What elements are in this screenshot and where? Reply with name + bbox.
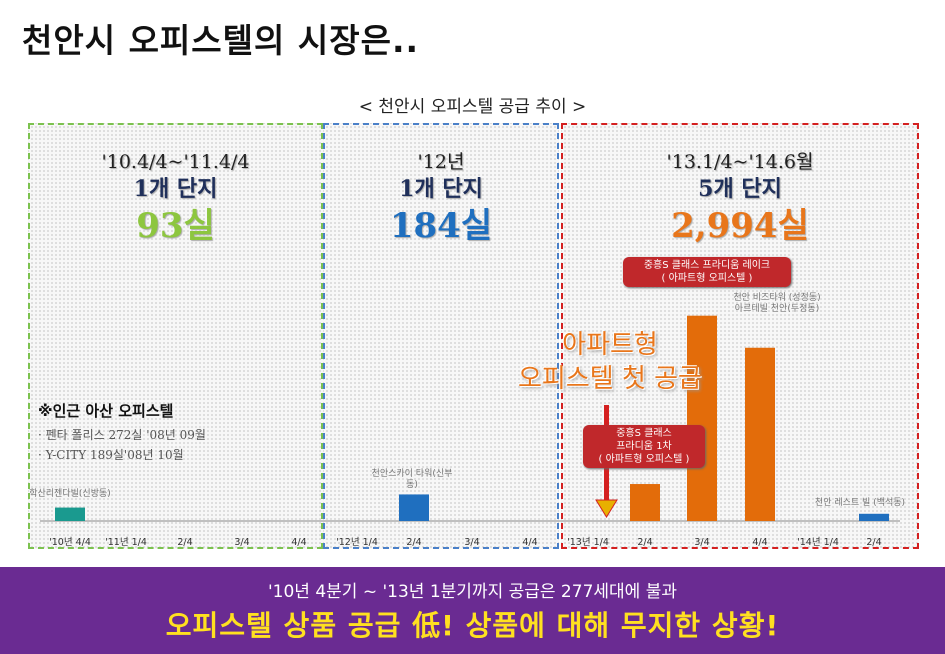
callout-line: 중흥S 클래스 [616,428,672,439]
x-tick-label: 4/4 [522,537,537,548]
panel-1-count: 1개 단지 [133,176,218,202]
x-tick-label: 2/4 [406,537,421,548]
panel-2-period: '12년 [417,151,465,173]
panel-2-summary: '12년 1개 단지 184실 [323,150,559,248]
x-tick-label: 3/4 [464,537,479,548]
asan-note-item: · 펜타 폴리스 272실 '08년 09월 [38,428,206,442]
panel-2-count: 1개 단지 [399,176,483,202]
bar-15 [859,513,889,521]
first-apt-officetel-annotation: 아파트형 오피스텔 첫 공급 [470,328,750,396]
panel-2012 [323,123,559,549]
bar-1 [55,507,85,521]
chart-title: < 천안시 오피스텔 공급 추이 > [358,97,587,117]
x-tick-label: 3/4 [694,537,709,548]
x-tick-label: 4/4 [291,537,306,548]
bar-label-biz-tower: 천안 비즈타워 (성정동) 아르테빌 천안(두정동) [722,293,832,315]
annotation-line: 오피스텔 첫 공급 [518,364,702,394]
x-tick-label: 2/4 [866,537,881,548]
panel-1-summary: '10.4/4~'11.4/4 1개 단지 93실 [28,150,323,248]
asan-note-item: · Y-CITY 189실'08년 10월 [38,448,184,462]
panel-3-summary: '13.1/4~'14.6월 5개 단지 2,994실 [561,150,919,248]
panel-3-period: '13.1/4~'14.6월 [666,151,814,173]
bar-12 [687,315,717,521]
bars-group [55,315,889,521]
x-tick-label: 2/4 [177,537,192,548]
tick-labels-group: '10년 4/4 '11년 1/4 2/4 3/4 4/4 '12년 1/4 2/4 3/4 4… [49,537,882,548]
x-tick-label: '14년 1/4 [797,537,839,548]
callout-pradium-1: 중흥S 클래스 프라디움 1차 ( 아파트형 오피스텔 ) [583,425,705,468]
x-tick-label: 3/4 [234,537,249,548]
x-tick-label: 4/4 [752,537,767,548]
bar-label-sky-tower: 천안스카이 타워(신부 동) [362,469,462,491]
panel-2-units: 184실 [389,206,493,246]
bar-label-line: 아르테빌 천안(두정동) [734,304,820,314]
callout-line: ( 아파트형 오피스텔 ) [598,454,690,465]
callout-line: ( 아파트형 오피스텔 ) [661,273,753,284]
x-tick-label: '12년 1/4 [336,537,378,548]
bar-label-line: 천안스카이 타워(신부 [371,469,453,479]
panel-1-units: 93실 [136,206,215,246]
callout-pradium-lake: 중흥S 클래스 프라디움 레이크 ( 아파트형 오피스텔 ) [623,257,791,287]
footer-headline: 오피스텔 상품 공급 低! 상품에 대해 무지한 상황! [165,609,780,642]
panel-2013-2014 [561,123,919,549]
footer-summary: '10년 4분기 ~ '13년 1분기까지 공급은 277세대에 불과 [267,582,677,602]
asan-note: ※인근 아산 오피스텔 · 펜타 폴리스 272실 '08년 09월 · Y-C… [38,400,206,463]
bar-11 [630,484,660,521]
footer-banner [0,567,945,654]
x-tick-label: '13년 1/4 [567,537,609,548]
asan-note-title: ※인근 아산 오피스텔 [38,402,174,420]
annotation-line: 아파트형 [562,330,658,360]
bar-label-line: 동) [406,480,418,490]
callout-line: 프라디움 1차 [616,441,672,452]
callout-line: 중흥S 클래스 프라디움 레이크 [643,260,771,271]
bar-13 [745,347,775,521]
bar-label-rest-bill: 천안 레스트 빌 (백석동) [814,498,906,508]
x-tick-label: 2/4 [637,537,652,548]
panel-3-units: 2,994실 [671,206,809,246]
page-title: 천안시 오피스텔의 시장은.. [22,21,420,60]
bar-label-line: 천안 비즈타워 (성정동) [733,293,821,303]
panel-2010-2011 [28,123,323,549]
panel-3-count: 5개 단지 [698,176,782,202]
x-tick-label: '10년 4/4 [49,537,91,548]
bar-label-haksan: 학산리젠다빌(신방동) [29,489,111,499]
panel-1-period: '10.4/4~'11.4/4 [101,151,250,173]
x-tick-label: '11년 1/4 [105,537,147,548]
bar-7 [399,494,429,521]
